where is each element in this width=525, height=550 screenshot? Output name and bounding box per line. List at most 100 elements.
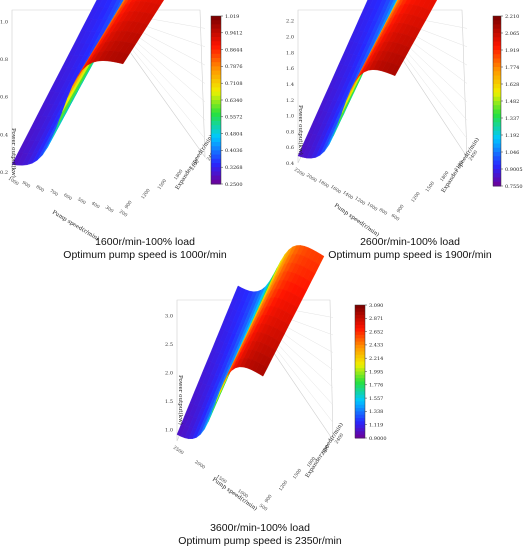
colorbar-segment bbox=[211, 129, 221, 135]
colorbar-tick-label: 3.090 bbox=[369, 303, 383, 309]
x-tick-label: 2200 bbox=[293, 167, 306, 179]
colorbar-segment bbox=[211, 146, 221, 151]
colorbar-segment bbox=[493, 50, 501, 55]
y-tick-label: 2100 bbox=[320, 444, 332, 457]
colorbar-segment bbox=[211, 154, 221, 160]
colorbar-segment bbox=[211, 32, 221, 38]
colorbar-segment bbox=[355, 341, 365, 346]
colorbar-tick-label: 0.7550 bbox=[505, 184, 523, 190]
colorbar-segment bbox=[211, 116, 221, 122]
colorbar-segment bbox=[355, 414, 365, 419]
z-tick-label: 2.2 bbox=[286, 19, 294, 25]
x-tick-label: 2500 bbox=[172, 445, 185, 457]
colorbar-segment bbox=[355, 364, 365, 369]
colorbar-segment bbox=[355, 314, 365, 319]
z-tick-label: 1.6 bbox=[286, 66, 294, 72]
colorbar-segment bbox=[493, 37, 501, 42]
colorbar-segment bbox=[211, 95, 221, 101]
colorbar-segment bbox=[211, 179, 221, 185]
x-tick-label: 2000 bbox=[305, 172, 318, 184]
colorbar-segment bbox=[493, 96, 501, 102]
colorbar-segment bbox=[211, 175, 221, 181]
colorbar-tick-label: 1.338 bbox=[369, 409, 383, 415]
colorbar-segment bbox=[493, 45, 501, 51]
surface-facet bbox=[258, 365, 268, 377]
caption-line-load: 3600r/min-100% load bbox=[210, 522, 310, 534]
colorbar-segment bbox=[211, 163, 221, 168]
colorbar-tick-label: 0.9000 bbox=[369, 436, 387, 442]
colorbar-segment bbox=[493, 88, 501, 93]
x-tick-label: 800 bbox=[378, 207, 389, 217]
colorbar-segment bbox=[493, 75, 501, 81]
colorbar-segment bbox=[493, 16, 501, 21]
colorbar-segment bbox=[493, 109, 501, 115]
colorbar-segment bbox=[355, 321, 365, 326]
colorbar-segment bbox=[355, 374, 365, 379]
x-axis-label: Pump speed(r/min) bbox=[211, 476, 259, 512]
colorbar: 2.210 2.065 1.919 1.774 1.628 1.482 1.337 1.192… bbox=[492, 14, 523, 190]
colorbar: 3.090 2.871 2.652 2.433 2.214 1.995 1.776 1.557… bbox=[354, 303, 387, 442]
colorbar-segment bbox=[493, 58, 501, 64]
colorbar-segment bbox=[211, 41, 221, 46]
surface bbox=[176, 245, 325, 440]
colorbar-segment bbox=[211, 58, 221, 63]
colorbar-tick-label: 2.433 bbox=[369, 343, 383, 349]
colorbar-segment bbox=[211, 66, 221, 72]
x-tick-label: 1800 bbox=[317, 178, 330, 190]
colorbar-segment bbox=[493, 152, 501, 157]
surface bbox=[11, 0, 165, 166]
z-tick-label: 1.8 bbox=[286, 50, 294, 56]
colorbar-segment bbox=[355, 358, 365, 363]
x-tick-label: 1000 bbox=[366, 201, 379, 213]
surface-facet bbox=[117, 52, 130, 65]
caption-1600: 1600r/min-100% load Optimum pump speed i… bbox=[25, 236, 265, 262]
z-tick-label: 0.6 bbox=[286, 145, 294, 151]
colorbar-segment bbox=[493, 118, 501, 123]
y-tick-label: 900 bbox=[264, 494, 274, 505]
colorbar-segment bbox=[493, 156, 501, 161]
colorbar-tick-label: 1.776 bbox=[369, 383, 383, 389]
colorbar-tick-label: 1.046 bbox=[505, 150, 519, 156]
colorbar-segment bbox=[211, 20, 221, 25]
colorbar-segment bbox=[355, 421, 365, 426]
colorbar-segment bbox=[355, 308, 365, 313]
x-tick-label: 800 bbox=[35, 184, 46, 194]
colorbar-segment bbox=[493, 79, 501, 85]
y-tick-label: 2400 bbox=[468, 149, 480, 162]
colorbar-segment bbox=[355, 311, 365, 316]
x-tick-label: 600 bbox=[62, 192, 73, 202]
colorbar-segment bbox=[493, 143, 501, 149]
colorbar-segment bbox=[355, 388, 365, 392]
colorbar-segment bbox=[355, 344, 365, 349]
colorbar: 1.019 0.9412 0.8644 0.7876 0.7108 0.6340 0.557… bbox=[210, 14, 243, 188]
y-tick-label: 1200 bbox=[410, 191, 422, 204]
colorbar-segment bbox=[211, 28, 221, 34]
z-tick-label: 2.0 bbox=[286, 35, 294, 41]
colorbar-segment bbox=[211, 150, 221, 156]
colorbar-tick-label: 1.337 bbox=[505, 116, 519, 122]
colorbar-tick-label: 2.214 bbox=[369, 356, 383, 362]
caption-line-optimum: Optimum pump speed is 2350r/min bbox=[178, 535, 342, 547]
colorbar-segment bbox=[493, 139, 501, 144]
z-tick-label: 1.5 bbox=[165, 399, 173, 405]
y-tick-label: 1500 bbox=[157, 178, 169, 191]
x-tick-label: 200 bbox=[118, 209, 129, 219]
x-tick-label: 1500 bbox=[215, 474, 228, 486]
colorbar-segment bbox=[211, 137, 221, 143]
colorbar-segment bbox=[355, 334, 365, 339]
colorbar-segment bbox=[493, 130, 501, 136]
surface-facet bbox=[390, 64, 401, 77]
colorbar-segment bbox=[493, 92, 501, 98]
x-tick-label: 500 bbox=[258, 503, 269, 513]
y-tick-label: 900 bbox=[124, 200, 134, 211]
x-tick-label: 1000 bbox=[7, 176, 20, 188]
x-tick-label: 600 bbox=[390, 213, 401, 223]
colorbar-tick-label: 0.5572 bbox=[225, 115, 243, 121]
x-tick-label: 1000 bbox=[236, 488, 249, 500]
colorbar-segment bbox=[211, 62, 221, 67]
colorbar-segment bbox=[493, 160, 501, 166]
y-tick-label: 1200 bbox=[140, 188, 152, 201]
colorbar-segment bbox=[211, 87, 221, 93]
colorbar-segment bbox=[493, 181, 501, 187]
colorbar-tick-label: 2.210 bbox=[505, 14, 519, 20]
